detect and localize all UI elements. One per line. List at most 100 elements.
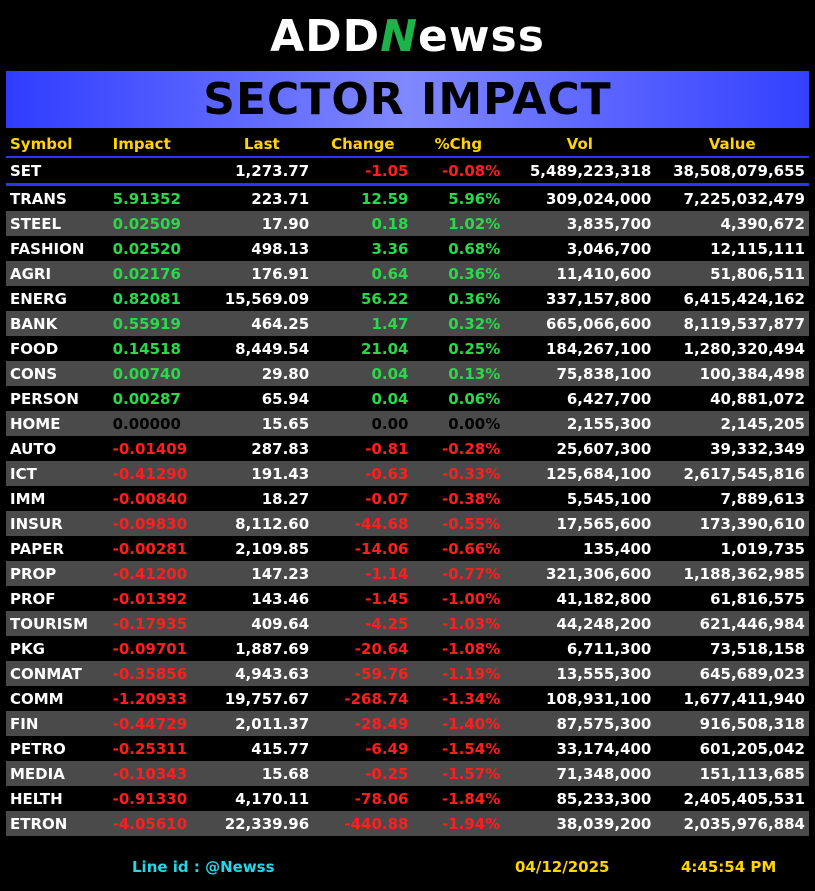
table-row: PKG -0.09701 1,887.69 -20.64 -1.08% 6,711,300…	[6, 636, 809, 661]
cell-value: 40,881,072	[655, 386, 809, 411]
cell-vol: 321,306,600	[504, 561, 656, 586]
table-row: PROP -0.41200 147.23 -1.14 -0.77% 321,306,600…	[6, 561, 809, 586]
cell-vol: 184,267,100	[504, 336, 656, 361]
cell-impact: -0.09701	[102, 636, 211, 661]
cell-impact: 0.14518	[102, 336, 211, 361]
time-text: 4:45:54 PM	[681, 858, 777, 876]
table-row: CONS 0.00740 29.80 0.04 0.13% 75,838,100 100,3…	[6, 361, 809, 386]
logo-text-part2: N	[380, 11, 419, 62]
cell-pchg: -0.77%	[412, 561, 505, 586]
cell-vol: 11,410,600	[504, 261, 656, 286]
cell-symbol: TRANS	[6, 184, 103, 211]
cell-last: 143.46	[210, 586, 314, 611]
table-row: IMM -0.00840 18.27 -0.07 -0.38% 5,545,100 7,88…	[6, 486, 809, 511]
cell-symbol: FIN	[6, 711, 103, 736]
cell-symbol: ETRON	[6, 811, 103, 836]
table-row: AGRI 0.02176 176.91 0.64 0.36% 11,410,600 51,8…	[6, 261, 809, 286]
cell-vol: 38,039,200	[504, 811, 656, 836]
cell-change: -44.68	[313, 511, 413, 536]
cell-change: -268.74	[313, 686, 413, 711]
cell-last: 223.71	[210, 184, 314, 211]
cell-last: 4,943.63	[210, 661, 314, 686]
cell-value: 100,384,498	[655, 361, 809, 386]
cell-vol: 337,157,800	[504, 286, 656, 311]
cell-value: 2,145,205	[655, 411, 809, 436]
cell-vol: 5,545,100	[504, 486, 656, 511]
cell-pchg: -1.54%	[412, 736, 505, 761]
addnewss-logo: ADDNewss	[0, 6, 815, 68]
cell-last: 15.65	[210, 411, 314, 436]
cell-symbol: HOME	[6, 411, 103, 436]
cell-vol: 6,427,700	[504, 386, 656, 411]
cell-symbol: CONMAT	[6, 661, 103, 686]
set-change: -1.05	[313, 156, 413, 186]
cell-symbol: COMM	[6, 686, 103, 711]
cell-pchg: -0.55%	[412, 511, 505, 536]
cell-impact: -0.09830	[102, 511, 211, 536]
cell-change: 3.36	[313, 236, 413, 261]
table-row: HELTH -0.91330 4,170.11 -78.06 -1.84% 85,233,…	[6, 786, 809, 811]
cell-symbol: PAPER	[6, 536, 103, 561]
cell-vol: 2,155,300	[504, 411, 656, 436]
cell-change: -20.64	[313, 636, 413, 661]
cell-change: -0.25	[313, 761, 413, 786]
cell-symbol: AGRI	[6, 261, 103, 286]
logo-text-part3: ewss	[418, 11, 545, 62]
cell-last: 15.68	[210, 761, 314, 786]
cell-change: -59.76	[313, 661, 413, 686]
cell-pchg: -0.33%	[412, 461, 505, 486]
table-row: ICT -0.41290 191.43 -0.63 -0.33% 125,684,100 2…	[6, 461, 809, 486]
cell-vol: 87,575,300	[504, 711, 656, 736]
set-index-row: SET 1,273.77 -1.05 -0.08% 5,489,223,318 …	[6, 156, 809, 186]
table-row: TRANS 5.91352 223.71 12.59 5.96% 309,024,000 7…	[6, 184, 809, 211]
cell-change: -78.06	[313, 786, 413, 811]
sector-impact-banner: SECTOR IMPACT	[6, 71, 809, 128]
cell-last: 2,011.37	[210, 711, 314, 736]
header-vol: Vol	[566, 135, 593, 153]
cell-last: 191.43	[210, 461, 314, 486]
cell-vol: 71,348,000	[504, 761, 656, 786]
cell-impact: -0.41200	[102, 561, 211, 586]
cell-pchg: -1.08%	[412, 636, 505, 661]
table-row: HOME 0.00000 15.65 0.00 0.00% 2,155,300 2,145,…	[6, 411, 809, 436]
cell-value: 2,617,545,816	[655, 461, 809, 486]
cell-change: 0.04	[313, 361, 413, 386]
cell-impact: 0.55919	[102, 311, 211, 336]
table-row: CONMAT -0.35856 4,943.63 -59.76 -1.19% 13,555…	[6, 661, 809, 686]
cell-last: 18.27	[210, 486, 314, 511]
cell-vol: 25,607,300	[504, 436, 656, 461]
cell-pchg: 0.32%	[412, 311, 505, 336]
cell-impact: -0.01409	[102, 436, 211, 461]
cell-last: 65.94	[210, 386, 314, 411]
table-row: FOOD 0.14518 8,449.54 21.04 0.25% 184,267,100…	[6, 336, 809, 361]
banner-title: SECTOR IMPACT	[203, 74, 612, 125]
cell-vol: 3,835,700	[504, 211, 656, 236]
cell-impact: -0.91330	[102, 786, 211, 811]
cell-change: 0.04	[313, 386, 413, 411]
cell-last: 287.83	[210, 436, 314, 461]
cell-last: 17.90	[210, 211, 314, 236]
cell-value: 61,816,575	[655, 586, 809, 611]
line-id-text: Line id : @Newss	[132, 858, 275, 876]
cell-impact: -0.00840	[102, 486, 211, 511]
cell-impact: -0.01392	[102, 586, 211, 611]
table-row: TOURISM -0.17935 409.64 -4.25 -1.03% 44,248,2…	[6, 611, 809, 636]
cell-impact: 0.82081	[102, 286, 211, 311]
cell-last: 176.91	[210, 261, 314, 286]
cell-change: 56.22	[313, 286, 413, 311]
cell-pchg: -1.00%	[412, 586, 505, 611]
cell-value: 6,415,424,162	[655, 286, 809, 311]
cell-symbol: ENERG	[6, 286, 103, 311]
cell-impact: 0.02520	[102, 236, 211, 261]
set-vol: 5,489,223,318	[504, 156, 656, 186]
cell-value: 2,405,405,531	[655, 786, 809, 811]
cell-change: -1.45	[313, 586, 413, 611]
cell-value: 12,115,111	[655, 236, 809, 261]
cell-value: 4,390,672	[655, 211, 809, 236]
cell-change: -4.25	[313, 611, 413, 636]
cell-impact: 5.91352	[102, 184, 211, 211]
cell-vol: 108,931,100	[504, 686, 656, 711]
cell-value: 2,035,976,884	[655, 811, 809, 836]
set-value: 38,508,079,655	[655, 156, 809, 186]
cell-pchg: -1.57%	[412, 761, 505, 786]
